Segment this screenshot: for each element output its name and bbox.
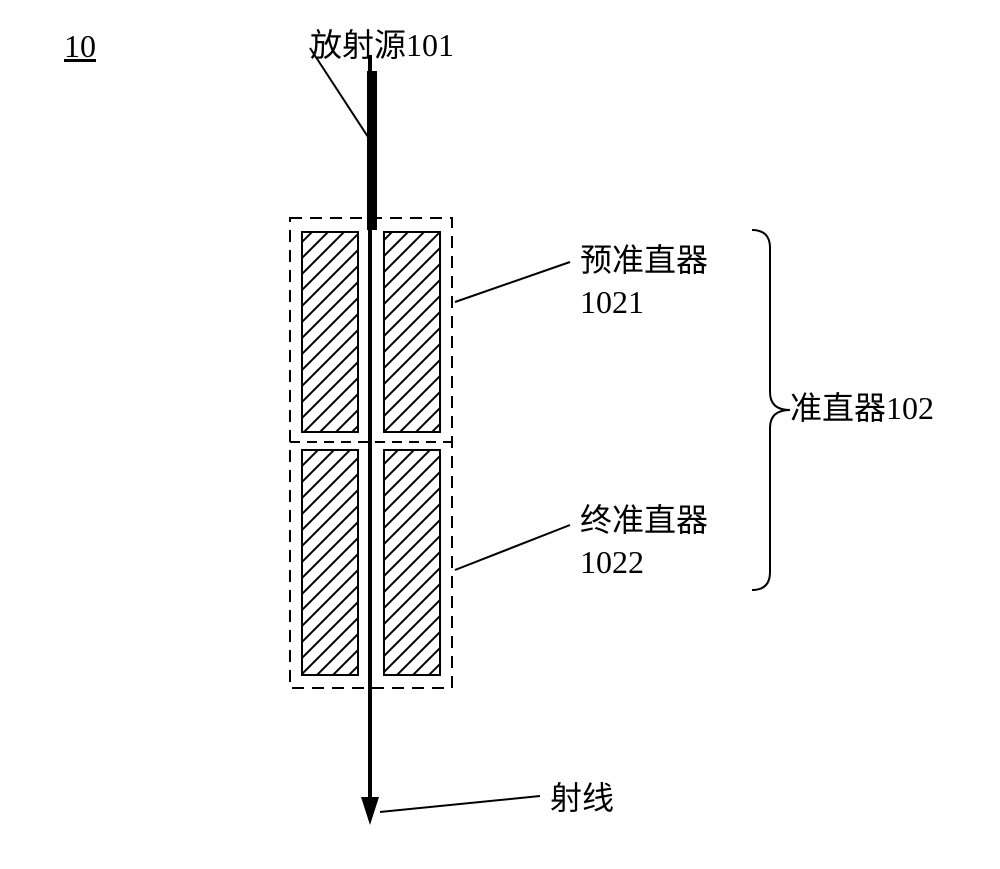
label-pre-collimator: 预准直器 1021 [580, 240, 708, 323]
label-ray: 射线 [550, 778, 614, 820]
diagram-container: 10 放射源101 预准直器 1021 准直器102 终准直器 1022 射线 [0, 0, 1000, 869]
radiation-source [367, 71, 377, 230]
leader-ray [380, 796, 540, 812]
figure-number: 10 [64, 28, 96, 65]
leader-final-collimator [455, 525, 570, 570]
final-collimator-left [302, 450, 358, 675]
leader-pre-collimator [455, 262, 570, 302]
pre-collimator-right [384, 232, 440, 432]
final-collimator-right [384, 450, 440, 675]
label-collimator: 准直器102 [790, 388, 934, 430]
pre-collimator-left [302, 232, 358, 432]
collimator-brace [752, 230, 790, 590]
label-radiation-source: 放射源101 [310, 25, 454, 67]
label-final-collimator: 终准直器 1022 [580, 500, 708, 583]
diagram-svg [0, 0, 1000, 869]
